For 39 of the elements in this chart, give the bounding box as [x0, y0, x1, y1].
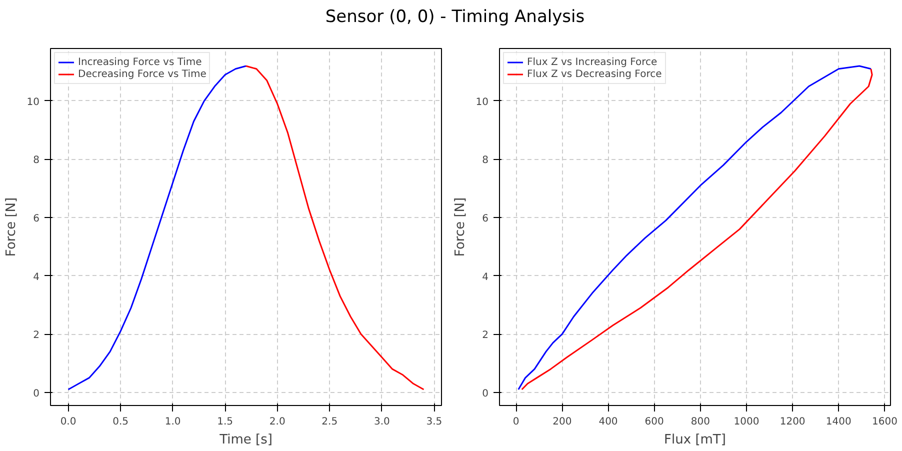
x-tick-label: 1600	[872, 416, 898, 428]
y-tick-label: 2	[33, 330, 40, 342]
x-axis-title: Time [s]	[218, 432, 272, 448]
y-tick-label: 0	[33, 388, 40, 400]
legend-label: Increasing Force vs Time	[78, 56, 202, 68]
x-tick-label: 3.0	[374, 416, 390, 428]
y-axis-title: Force [N]	[4, 197, 19, 257]
x-tick-label: 0.5	[112, 416, 128, 428]
y-tick-label: 2	[482, 330, 489, 342]
y-tick-label: 6	[482, 214, 489, 225]
y-axis-title: Force [N]	[452, 197, 468, 257]
x-tick-label: 400	[598, 416, 618, 428]
y-tick-label: 6	[33, 214, 40, 225]
y-tick-label: 8	[33, 155, 40, 166]
x-tick-label: 1.5	[217, 416, 234, 428]
y-tick-label: 10	[476, 96, 489, 108]
legend-label: Decreasing Force vs Time	[78, 68, 206, 80]
x-tick-label: 2.0	[269, 416, 286, 428]
x-tick-label: 600	[644, 416, 664, 428]
x-tick-label: 0	[512, 416, 520, 428]
x-axis-title: Flux [mT]	[664, 432, 726, 448]
y-tick-label: 10	[26, 96, 40, 108]
chart-title: Sensor (0, 0) - Timing Analysis	[325, 6, 585, 29]
x-tick-label: 1200	[780, 416, 806, 428]
x-tick-label: 0.0	[60, 416, 76, 428]
x-tick-label: 200	[552, 416, 572, 428]
y-tick-label: 8	[482, 155, 489, 166]
y-tick-label: 4	[482, 272, 489, 283]
y-tick-label: 0	[482, 388, 489, 400]
y-tick-label: 4	[33, 272, 40, 283]
legend-label: Flux Z vs Decreasing Force	[527, 68, 662, 80]
line-series	[245, 65, 424, 390]
x-tick-label: 1400	[826, 416, 852, 428]
x-tick-label: 1000	[734, 416, 760, 428]
x-tick-label: 800	[690, 416, 710, 428]
x-tick-label: 2.5	[322, 416, 338, 428]
x-tick-label: 1.0	[164, 416, 181, 428]
legend-label: Flux Z vs Increasing Force	[527, 56, 658, 68]
x-tick-label: 3.5	[426, 416, 442, 428]
